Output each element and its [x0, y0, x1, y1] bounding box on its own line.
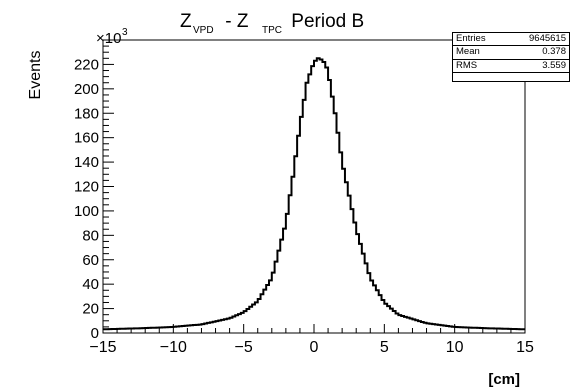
x-tick-label: −15	[89, 339, 116, 356]
y-tick-label: 160	[74, 130, 99, 147]
stats-entries-value: 9645615	[529, 33, 566, 44]
x-tick-label: 5	[380, 339, 389, 356]
plot-frame	[102, 39, 526, 334]
y-multiplier: ×10 3	[96, 27, 128, 47]
y-tick-label: 220	[74, 56, 99, 73]
y-tick-label: 0	[91, 325, 99, 342]
title-sub-vpd: VPD	[193, 25, 214, 36]
stats-entries-label: Entries	[456, 33, 486, 44]
histogram-line	[103, 57, 525, 331]
plot-border	[102, 39, 526, 334]
y-axis-label: Events	[27, 51, 44, 100]
y-tick-label: 80	[82, 227, 99, 244]
title-tail: Period B	[286, 11, 364, 32]
x-tick-label: 15	[516, 339, 534, 356]
title-z1: Z	[180, 11, 192, 32]
x-tick-label: −10	[160, 339, 187, 356]
y-tick-label: 120	[74, 179, 99, 196]
y-tick-label: 180	[74, 105, 99, 122]
y-tick-label: 20	[82, 301, 99, 318]
y-multiplier-base: ×10	[96, 30, 121, 47]
y-tick-label: 140	[74, 154, 99, 171]
y-tick-label: 40	[82, 276, 99, 293]
stats-row-rms: RMS 3.559	[453, 60, 569, 73]
x-axis: −15 −10 −5 0 5 10 15	[89, 324, 534, 356]
x-axis-label: [cm]	[488, 371, 520, 388]
chart-title: Z VPD - Z TPC Period B	[180, 11, 364, 36]
y-tick-label: 60	[82, 252, 99, 269]
title-sub-tpc: TPC	[262, 25, 282, 36]
stats-rms-label: RMS	[456, 59, 478, 71]
x-tick-label: −5	[235, 339, 253, 356]
x-tick-label: 0	[310, 339, 319, 356]
stats-row-entries: Entries 9645615	[453, 33, 569, 47]
y-axis: 0 20 40 60 80 100 120 140 160 180 200 220	[74, 39, 114, 342]
stats-mean-value: 0.378	[542, 46, 566, 58]
stats-box: Entries 9645615 Mean 0.378 RMS 3.559	[452, 32, 570, 82]
stats-rms-value: 3.559	[542, 59, 566, 71]
y-multiplier-exp: 3	[122, 27, 128, 38]
title-z2: - Z	[220, 11, 249, 32]
stats-row-mean: Mean 0.378	[453, 46, 569, 60]
x-tick-label: 10	[446, 339, 464, 356]
y-tick-label: 200	[74, 81, 99, 98]
stats-mean-label: Mean	[456, 46, 480, 58]
y-tick-label: 100	[74, 203, 99, 220]
